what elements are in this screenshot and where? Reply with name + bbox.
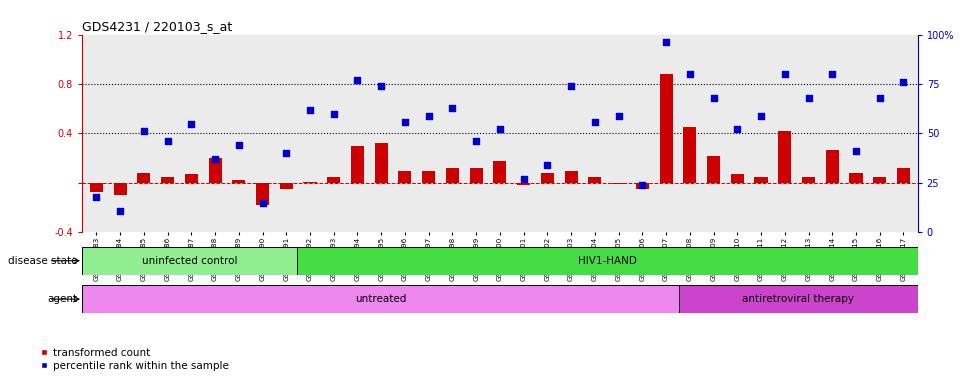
Bar	[802, 177, 815, 183]
Bar	[161, 177, 174, 183]
Point	[184, 121, 199, 127]
Bar	[469, 168, 483, 183]
Bar	[280, 183, 293, 189]
Bar	[896, 168, 910, 183]
Point	[350, 77, 365, 83]
Point	[89, 194, 104, 200]
Bar	[351, 146, 364, 183]
Bar	[826, 149, 838, 183]
Bar	[137, 173, 151, 183]
Bar	[612, 183, 625, 184]
Point	[136, 128, 152, 134]
Bar	[873, 177, 886, 183]
Point	[208, 156, 223, 162]
Point	[659, 40, 674, 46]
Bar	[297, 247, 918, 275]
Bar	[660, 74, 672, 183]
Bar	[185, 174, 198, 183]
Bar	[232, 180, 245, 183]
Bar	[636, 183, 649, 189]
Bar	[398, 170, 412, 183]
Bar	[209, 158, 221, 183]
Text: agent: agent	[47, 294, 77, 304]
Text: HIV1-HAND: HIV1-HAND	[578, 256, 637, 266]
Point	[326, 111, 341, 117]
Bar	[754, 177, 768, 183]
Point	[848, 148, 864, 154]
Point	[801, 95, 816, 101]
Point	[469, 138, 484, 144]
Bar	[541, 173, 554, 183]
Point	[231, 142, 246, 148]
Bar	[679, 285, 918, 313]
Bar	[82, 285, 679, 313]
Point	[302, 107, 318, 113]
Point	[278, 150, 294, 156]
Text: untreated: untreated	[355, 294, 407, 304]
Bar	[849, 173, 863, 183]
Point	[255, 200, 270, 206]
Bar	[303, 182, 317, 183]
Bar	[375, 143, 387, 183]
Bar	[707, 156, 720, 183]
Point	[635, 182, 650, 188]
Point	[895, 79, 911, 85]
Bar	[564, 170, 578, 183]
Point	[872, 95, 888, 101]
Point	[825, 71, 840, 77]
Point	[374, 83, 389, 89]
Bar	[422, 170, 436, 183]
Point	[611, 113, 626, 119]
Point	[421, 113, 437, 119]
Bar	[683, 127, 696, 183]
Bar	[494, 161, 506, 183]
Bar	[517, 183, 530, 185]
Bar	[256, 183, 270, 205]
Bar	[779, 131, 791, 183]
Text: antiretroviral therapy: antiretroviral therapy	[742, 294, 854, 304]
Legend: transformed count, percentile rank within the sample: transformed count, percentile rank withi…	[34, 344, 233, 375]
Point	[444, 105, 460, 111]
Point	[682, 71, 697, 77]
Point	[112, 207, 128, 214]
Point	[753, 113, 769, 119]
Bar	[446, 168, 459, 183]
Bar	[90, 183, 103, 192]
Point	[587, 119, 603, 125]
Point	[397, 119, 412, 125]
Point	[159, 138, 175, 144]
Text: disease state: disease state	[8, 256, 77, 266]
Point	[729, 126, 745, 132]
Point	[777, 71, 792, 77]
Point	[540, 162, 555, 168]
Bar	[588, 177, 602, 183]
Point	[563, 83, 579, 89]
Point	[492, 126, 508, 132]
Point	[706, 95, 722, 101]
Text: GDS4231 / 220103_s_at: GDS4231 / 220103_s_at	[82, 20, 233, 33]
Bar	[114, 183, 127, 195]
Bar	[327, 177, 340, 183]
Bar	[730, 174, 744, 183]
Point	[516, 176, 531, 182]
Bar	[82, 247, 297, 275]
Text: uninfected control: uninfected control	[142, 256, 238, 266]
